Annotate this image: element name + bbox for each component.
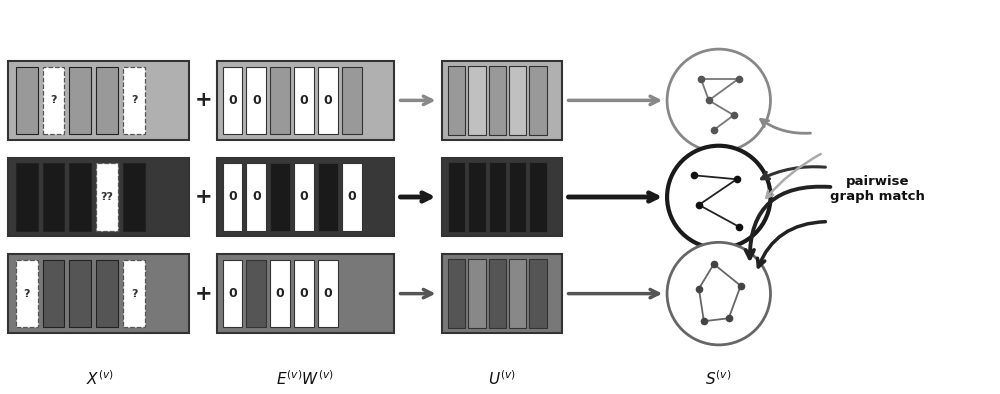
Text: 0: 0 bbox=[300, 191, 308, 203]
Bar bbox=[96, 260, 118, 327]
Bar bbox=[16, 260, 38, 327]
Bar bbox=[123, 260, 145, 327]
Bar bbox=[43, 67, 64, 134]
Bar bbox=[318, 67, 338, 134]
Bar bbox=[223, 164, 242, 230]
Text: ??: ?? bbox=[101, 192, 114, 202]
Circle shape bbox=[667, 146, 770, 248]
Bar bbox=[448, 162, 465, 232]
Bar bbox=[96, 164, 118, 230]
Bar bbox=[442, 254, 562, 333]
Text: +: + bbox=[195, 187, 212, 207]
Text: +: + bbox=[195, 284, 212, 304]
Text: ?: ? bbox=[23, 289, 30, 299]
Bar bbox=[489, 66, 506, 135]
Text: $S^{(v)}$: $S^{(v)}$ bbox=[705, 369, 732, 388]
Bar bbox=[294, 164, 314, 230]
Bar bbox=[468, 66, 486, 135]
Bar bbox=[223, 67, 242, 134]
Text: ?: ? bbox=[131, 95, 137, 105]
Circle shape bbox=[667, 49, 770, 152]
Bar bbox=[43, 260, 64, 327]
FancyArrowPatch shape bbox=[746, 187, 830, 258]
Bar bbox=[217, 254, 394, 333]
Bar bbox=[318, 260, 338, 327]
Bar bbox=[96, 67, 118, 134]
Bar bbox=[123, 67, 145, 134]
Bar bbox=[294, 260, 314, 327]
Text: 0: 0 bbox=[228, 94, 237, 107]
Bar bbox=[468, 259, 486, 328]
Bar bbox=[223, 260, 242, 327]
Bar bbox=[448, 66, 465, 135]
Bar bbox=[217, 61, 394, 140]
FancyArrowPatch shape bbox=[766, 154, 821, 198]
Text: $E^{(v)}W^{(v)}$: $E^{(v)}W^{(v)}$ bbox=[276, 369, 334, 388]
Text: 0: 0 bbox=[300, 94, 308, 107]
Bar bbox=[217, 158, 394, 236]
Text: $X^{(v)}$: $X^{(v)}$ bbox=[86, 369, 114, 388]
Bar bbox=[8, 158, 189, 236]
Text: ?: ? bbox=[50, 95, 57, 105]
Bar bbox=[489, 259, 506, 328]
Bar bbox=[69, 164, 91, 230]
Bar bbox=[342, 67, 362, 134]
Text: 0: 0 bbox=[252, 94, 261, 107]
Text: +: + bbox=[195, 90, 212, 110]
Bar bbox=[442, 158, 562, 236]
Text: 0: 0 bbox=[347, 191, 356, 203]
Text: 0: 0 bbox=[276, 287, 285, 300]
Text: 0: 0 bbox=[324, 94, 332, 107]
FancyArrowPatch shape bbox=[761, 119, 810, 133]
Bar bbox=[509, 66, 526, 135]
Bar bbox=[16, 67, 38, 134]
Bar bbox=[342, 164, 362, 230]
Text: 0: 0 bbox=[228, 191, 237, 203]
Bar bbox=[529, 162, 547, 232]
FancyArrowPatch shape bbox=[758, 222, 825, 267]
Bar bbox=[318, 164, 338, 230]
Bar bbox=[468, 162, 486, 232]
Text: 0: 0 bbox=[228, 287, 237, 300]
Text: 0: 0 bbox=[324, 287, 332, 300]
Bar bbox=[69, 67, 91, 134]
Text: 0: 0 bbox=[252, 191, 261, 203]
Bar bbox=[270, 260, 290, 327]
Text: pairwise
graph match: pairwise graph match bbox=[830, 175, 925, 203]
Bar bbox=[69, 260, 91, 327]
Bar bbox=[294, 67, 314, 134]
Circle shape bbox=[667, 242, 770, 345]
Bar bbox=[8, 254, 189, 333]
Bar bbox=[489, 162, 506, 232]
Bar bbox=[509, 259, 526, 328]
Bar bbox=[270, 67, 290, 134]
Text: $U^{(v)}$: $U^{(v)}$ bbox=[488, 369, 516, 388]
Bar bbox=[8, 61, 189, 140]
Bar bbox=[448, 259, 465, 328]
Bar bbox=[43, 164, 64, 230]
Bar bbox=[509, 162, 526, 232]
Bar bbox=[529, 66, 547, 135]
Bar bbox=[529, 259, 547, 328]
Bar bbox=[16, 164, 38, 230]
Bar bbox=[246, 67, 266, 134]
Text: ?: ? bbox=[131, 289, 137, 299]
Text: 0: 0 bbox=[300, 287, 308, 300]
Bar bbox=[270, 164, 290, 230]
FancyArrowPatch shape bbox=[762, 167, 825, 179]
Bar bbox=[246, 260, 266, 327]
Bar bbox=[123, 164, 145, 230]
Bar bbox=[246, 164, 266, 230]
Bar bbox=[442, 61, 562, 140]
